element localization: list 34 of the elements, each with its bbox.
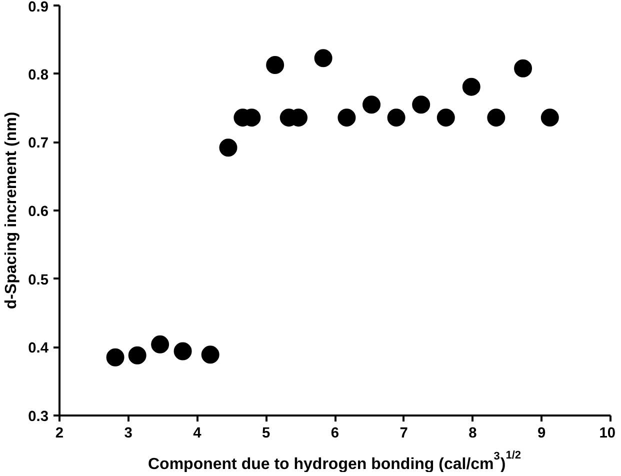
point [514, 59, 532, 78]
point [128, 346, 146, 364]
y-tick-label: 0.3 [28, 409, 48, 425]
point [540, 108, 559, 127]
point [412, 96, 430, 114]
x-tick-label: 8 [468, 426, 477, 442]
point [106, 348, 124, 366]
point [174, 342, 192, 360]
x-tick-label: 5 [262, 426, 270, 442]
y-tick-label: 0.4 [28, 340, 50, 357]
x-tick-label: 2 [55, 426, 64, 442]
y-tick-label: 0.5 [28, 272, 48, 288]
x-tick-label: 4 [193, 426, 202, 442]
point [338, 108, 356, 127]
point [219, 138, 238, 157]
x-tick-label: 3 [124, 426, 132, 442]
point [362, 96, 381, 114]
point [387, 108, 406, 127]
y-tick-label: 0.8 [28, 67, 48, 84]
point [462, 78, 480, 96]
x-tick-label: 10 [599, 426, 616, 442]
y-tick-label: 0.6 [28, 204, 48, 220]
x-tick-label: 9 [538, 426, 546, 442]
point [266, 56, 284, 74]
point [436, 108, 455, 127]
x-tick-label: 6 [330, 426, 340, 442]
point [201, 346, 220, 364]
y-axis-title: d-Spacing increment (nm) [3, 112, 20, 310]
y-tick-label: 0.7 [28, 136, 48, 152]
point [314, 49, 332, 68]
x-tick-label: 7 [400, 426, 408, 442]
point [487, 108, 506, 127]
point [151, 335, 170, 354]
y-tick-label: 0.9 [28, 0, 48, 16]
